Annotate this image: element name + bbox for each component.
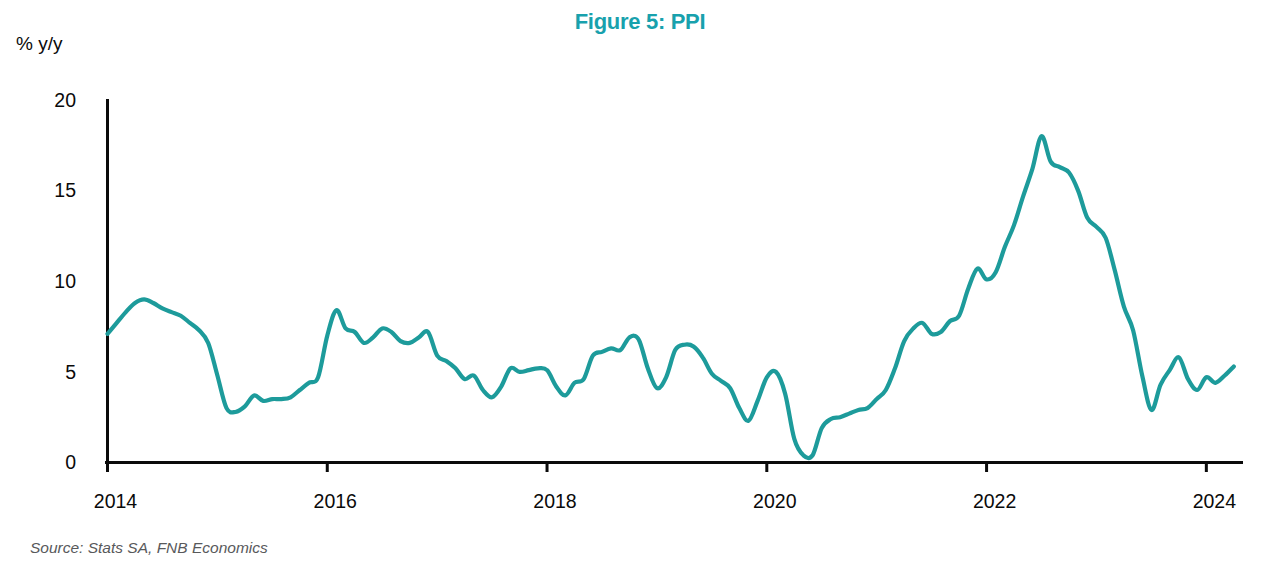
- y-tick-label: 10: [54, 270, 76, 292]
- y-tick-label: 5: [65, 361, 76, 383]
- x-tick-label: 2018: [533, 490, 576, 512]
- y-tick-label: 0: [65, 451, 76, 473]
- x-tick-label: 2016: [314, 490, 357, 512]
- y-tick-label: 15: [54, 179, 76, 201]
- y-tick-label: 20: [54, 89, 76, 111]
- x-tick-label: 2020: [753, 490, 797, 512]
- source-note: Source: Stats SA, FNB Economics: [30, 539, 268, 557]
- ppi-line-chart: 2014 2016 2018 2020 2022 2024 0 5 10 15 20: [0, 0, 1280, 565]
- ppi-series-line: [108, 136, 1234, 458]
- figure-5-ppi-chart: Figure 5: PPI % y/y 20142016201820202022…: [0, 0, 1280, 565]
- x-tick-label: 2022: [973, 490, 1016, 512]
- x-tick-label: 2024: [1193, 490, 1237, 512]
- x-tick-label: 2014: [94, 490, 138, 512]
